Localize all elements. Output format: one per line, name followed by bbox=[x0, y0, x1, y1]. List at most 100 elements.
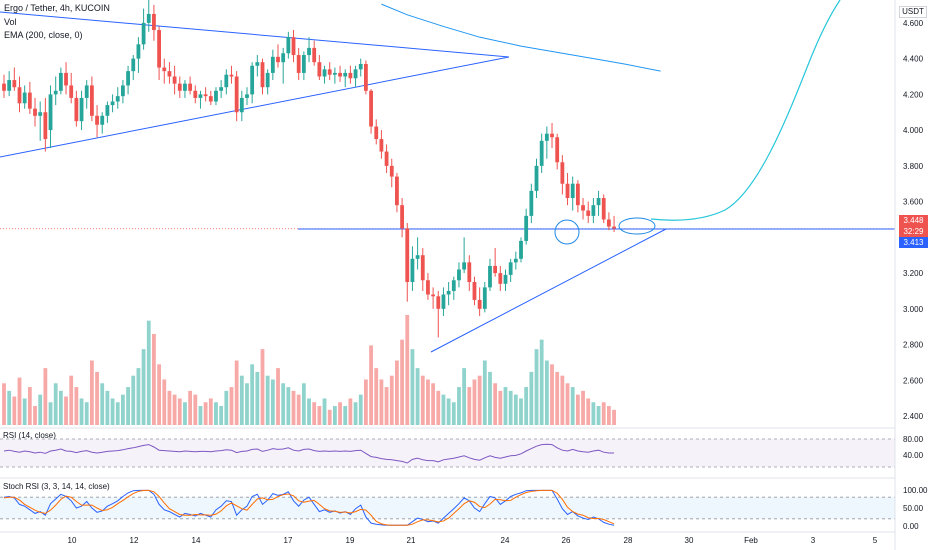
candle-body bbox=[208, 96, 213, 102]
volume-bar bbox=[550, 364, 554, 425]
volume-bar bbox=[612, 409, 616, 425]
candle-body bbox=[229, 74, 234, 77]
candle-body bbox=[38, 112, 43, 116]
candle-body bbox=[110, 101, 115, 106]
volume-bar bbox=[64, 396, 68, 425]
volume-bar bbox=[162, 379, 167, 425]
volume-bar bbox=[498, 390, 503, 425]
candle-body bbox=[441, 294, 446, 309]
volume-bar bbox=[276, 368, 280, 425]
symbol-title[interactable]: Ergo / Tether, 4h, KUCOIN bbox=[4, 3, 110, 13]
candle-body bbox=[281, 53, 286, 63]
highlight-ellipses[interactable] bbox=[554, 217, 656, 245]
candle-body bbox=[358, 63, 363, 70]
volume-bar bbox=[575, 394, 580, 425]
candle-body bbox=[12, 80, 17, 88]
candle-body bbox=[374, 126, 379, 140]
volume-bar bbox=[508, 390, 513, 425]
volume-bar bbox=[203, 402, 208, 425]
volume-bar bbox=[441, 394, 446, 425]
volume-bar bbox=[100, 383, 105, 425]
volume-bar bbox=[84, 402, 89, 425]
time-tick-label: 17 bbox=[284, 536, 293, 545]
candle-body bbox=[467, 262, 472, 283]
candle-body bbox=[53, 90, 58, 95]
trendline-drawings[interactable] bbox=[0, 0, 895, 353]
volume-bar bbox=[27, 387, 32, 425]
candle-body bbox=[250, 65, 255, 95]
candle-body bbox=[152, 13, 156, 31]
candle-body bbox=[332, 72, 337, 75]
volume-bar bbox=[58, 390, 63, 425]
candle-body bbox=[89, 85, 94, 116]
candle-body bbox=[348, 72, 353, 79]
rsi-legend[interactable]: RSI (14, close) bbox=[3, 431, 56, 440]
volume-bar bbox=[457, 387, 461, 425]
volume-bar bbox=[157, 364, 161, 425]
candle-body bbox=[100, 115, 105, 125]
candle-body bbox=[33, 108, 37, 116]
candle-body bbox=[462, 262, 467, 270]
candle-body bbox=[343, 72, 348, 77]
price-tick-label: 2.400 bbox=[903, 412, 924, 421]
volume-bar bbox=[17, 377, 22, 425]
volume-bar bbox=[426, 379, 430, 425]
currency-label[interactable]: USDT bbox=[899, 6, 927, 18]
candle-body bbox=[276, 56, 280, 63]
time-axis[interactable]: 10 12 14 17 19 21 24 26 28 30 Feb 3 5 bbox=[68, 536, 878, 545]
volume-bar bbox=[389, 375, 394, 425]
candle-body bbox=[27, 92, 32, 109]
volume-bar bbox=[436, 390, 441, 425]
rsi-panel: 80.00 40.00 bbox=[0, 435, 924, 468]
volume-bar bbox=[488, 371, 492, 425]
volume-bar bbox=[22, 398, 27, 425]
volume-bar bbox=[265, 375, 270, 425]
candle-body bbox=[157, 30, 161, 68]
volume-bar bbox=[410, 349, 415, 425]
time-tick-label: 24 bbox=[501, 536, 510, 545]
volume-bar bbox=[379, 379, 384, 425]
candle-body bbox=[544, 133, 549, 141]
volume-bar bbox=[296, 394, 301, 425]
time-tick-label: 14 bbox=[192, 536, 201, 545]
volume-bar bbox=[384, 387, 389, 425]
volume-bar bbox=[539, 339, 544, 425]
volume-bar bbox=[33, 406, 37, 425]
candle-body bbox=[488, 265, 492, 288]
ema-legend[interactable]: EMA (200, close, 0) bbox=[4, 30, 83, 40]
volume-bar bbox=[167, 390, 172, 425]
volume-bar bbox=[307, 398, 311, 425]
candle-body bbox=[95, 115, 99, 125]
upper-triangle-line bbox=[0, 11, 510, 58]
candle-body bbox=[327, 69, 332, 75]
volume-bar bbox=[141, 349, 146, 425]
candle-body bbox=[389, 165, 394, 177]
candle-body bbox=[457, 269, 461, 281]
candle-body bbox=[529, 190, 534, 216]
volume-bar bbox=[472, 379, 477, 425]
stoch-tick-label: 0.00 bbox=[903, 522, 919, 531]
price-axis[interactable]: 4.6004.4004.2004.0003.8003.6003.4003.200… bbox=[894, 0, 924, 550]
volume-bar bbox=[312, 402, 317, 425]
volume-legend[interactable]: Vol bbox=[4, 17, 17, 27]
volume-bar bbox=[364, 379, 368, 425]
rsi-tick-label: 40.00 bbox=[903, 451, 924, 460]
volume-bar bbox=[601, 402, 606, 425]
candle-body bbox=[193, 90, 198, 98]
volume-bar bbox=[89, 360, 94, 425]
volume-bar bbox=[7, 390, 12, 425]
volume-bar bbox=[358, 394, 363, 425]
volume-bar bbox=[177, 398, 182, 425]
price-tick-label: 3.200 bbox=[903, 269, 924, 278]
candle-body bbox=[601, 198, 606, 220]
volume-bar bbox=[524, 387, 529, 425]
candle-body bbox=[539, 140, 544, 166]
stoch-legend[interactable]: Stoch RSI (3, 3, 14, 14, close) bbox=[3, 482, 110, 491]
candle-body bbox=[162, 67, 167, 72]
volume-bar bbox=[193, 394, 198, 425]
volume-bar bbox=[591, 402, 596, 425]
price-tick-label: 3.600 bbox=[903, 198, 924, 207]
candle-body bbox=[188, 83, 193, 91]
candle-body bbox=[183, 83, 187, 91]
